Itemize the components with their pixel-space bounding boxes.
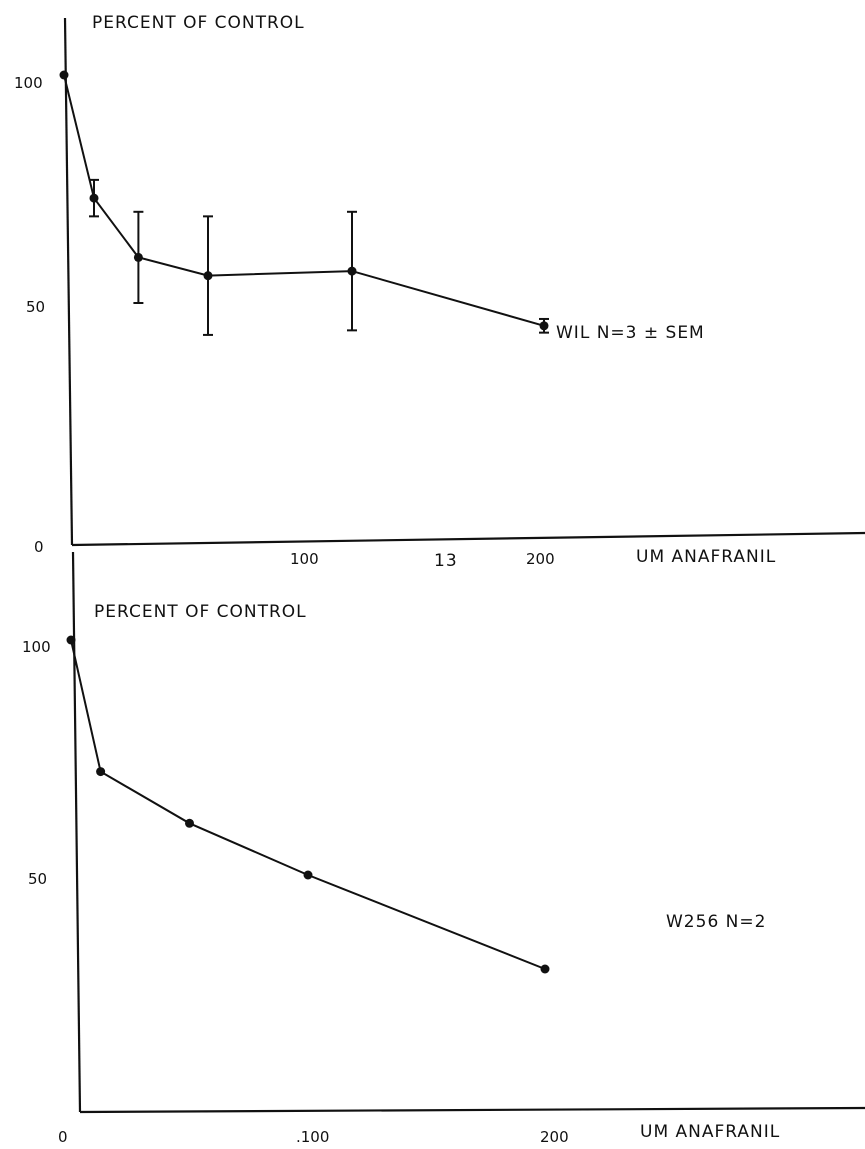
marks-top [59, 70, 549, 336]
x-axis-top [71, 531, 865, 547]
data-point [89, 193, 99, 203]
series-line-wil [63, 74, 545, 327]
data-point [347, 266, 357, 276]
y-axis-bottom [71, 551, 82, 1113]
x-tick-label: .100 [296, 1128, 329, 1146]
y-tick-label: 100 [14, 74, 43, 92]
data-point [133, 252, 143, 262]
data-point [59, 70, 69, 80]
data-point [96, 767, 106, 777]
marks-bottom [66, 635, 550, 974]
panel-label: 13 [434, 551, 458, 571]
y-tick-label: 50 [26, 298, 45, 316]
x-tick-label: 0 [58, 1128, 68, 1146]
y-tick-label: 50 [28, 870, 47, 888]
series-label-top: WIL N=3 ± SEM [556, 323, 705, 343]
data-point [303, 870, 313, 880]
y-axis-label-top: PERCENT OF CONTROL [92, 13, 305, 33]
data-point [203, 271, 213, 281]
y-tick-label: 100 [22, 638, 51, 656]
data-point [540, 964, 550, 974]
data-point [185, 818, 194, 828]
data-point [66, 635, 76, 645]
x-axis-label-top: UM ANAFRANIL [636, 547, 776, 567]
chart-w256: PERCENT OF CONTROL UM ANAFRANIL 50 100 0… [22, 551, 865, 1146]
x-axis-label-bottom: UM ANAFRANIL [640, 1122, 780, 1142]
chart-wil: PERCENT OF CONTROL UM ANAFRANIL 0 50 100… [14, 13, 865, 568]
series-line-w256 [70, 639, 546, 970]
data-point [539, 321, 549, 331]
y-tick-label: 0 [34, 538, 44, 556]
y-axis-top [63, 17, 74, 546]
x-tick-label: 100 [290, 550, 319, 568]
y-axis-label-bottom: PERCENT OF CONTROL [94, 602, 307, 622]
x-tick-label: 200 [540, 1128, 569, 1146]
series-label-bottom: W256 N=2 [666, 912, 766, 932]
x-tick-label: 200 [526, 550, 555, 568]
x-axis-bottom [79, 1106, 865, 1114]
